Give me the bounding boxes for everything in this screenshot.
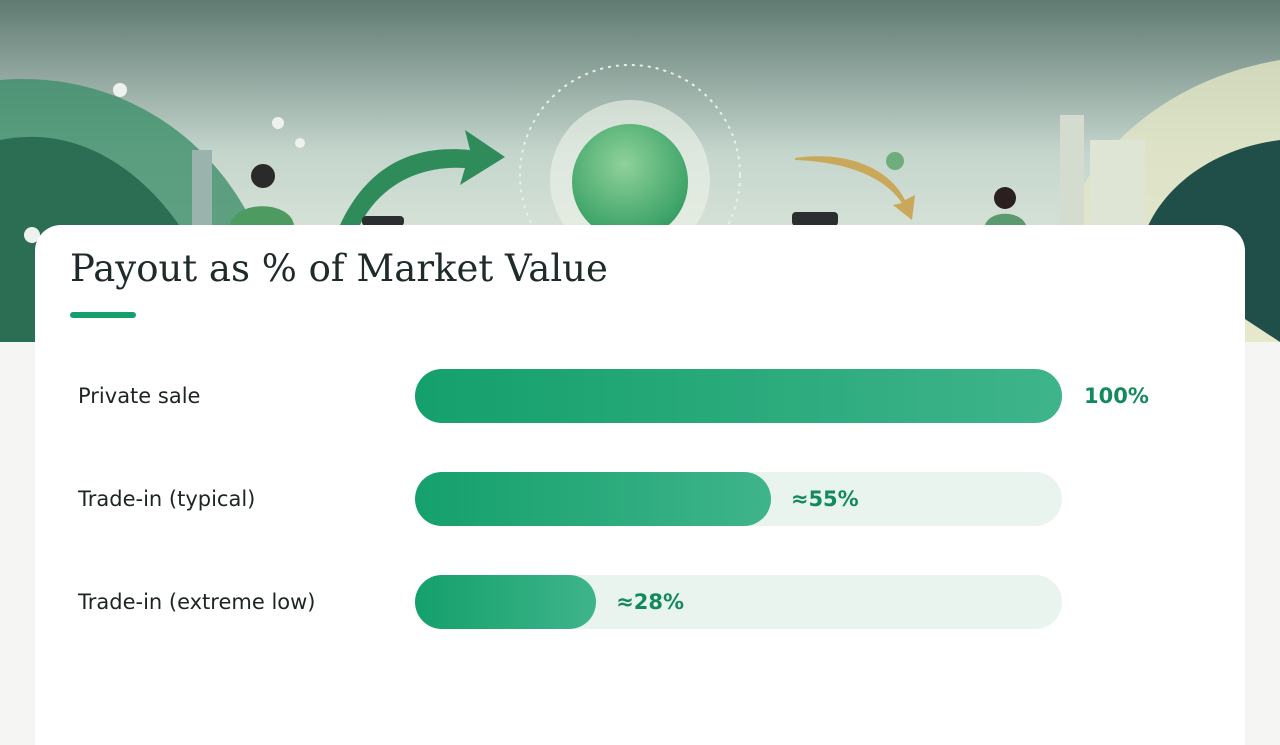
bar-track xyxy=(415,369,1062,423)
value-label: ≈55% xyxy=(790,487,859,511)
bar xyxy=(415,472,771,526)
category-label: Trade-in (typical) xyxy=(78,487,256,511)
bar xyxy=(415,575,597,629)
value-label: ≈28% xyxy=(616,590,685,614)
title-underline xyxy=(70,312,136,318)
bar-track xyxy=(415,472,1062,526)
category-label: Private sale xyxy=(78,384,201,408)
chart-title: Payout as % of Market Value xyxy=(70,247,608,290)
chart-card: Payout as % of Market Value Private sale… xyxy=(35,225,1245,745)
bar-track xyxy=(415,575,1062,629)
bar xyxy=(415,369,1062,423)
category-label: Trade-in (extreme low) xyxy=(78,590,316,614)
value-label: 100% xyxy=(1084,384,1149,408)
